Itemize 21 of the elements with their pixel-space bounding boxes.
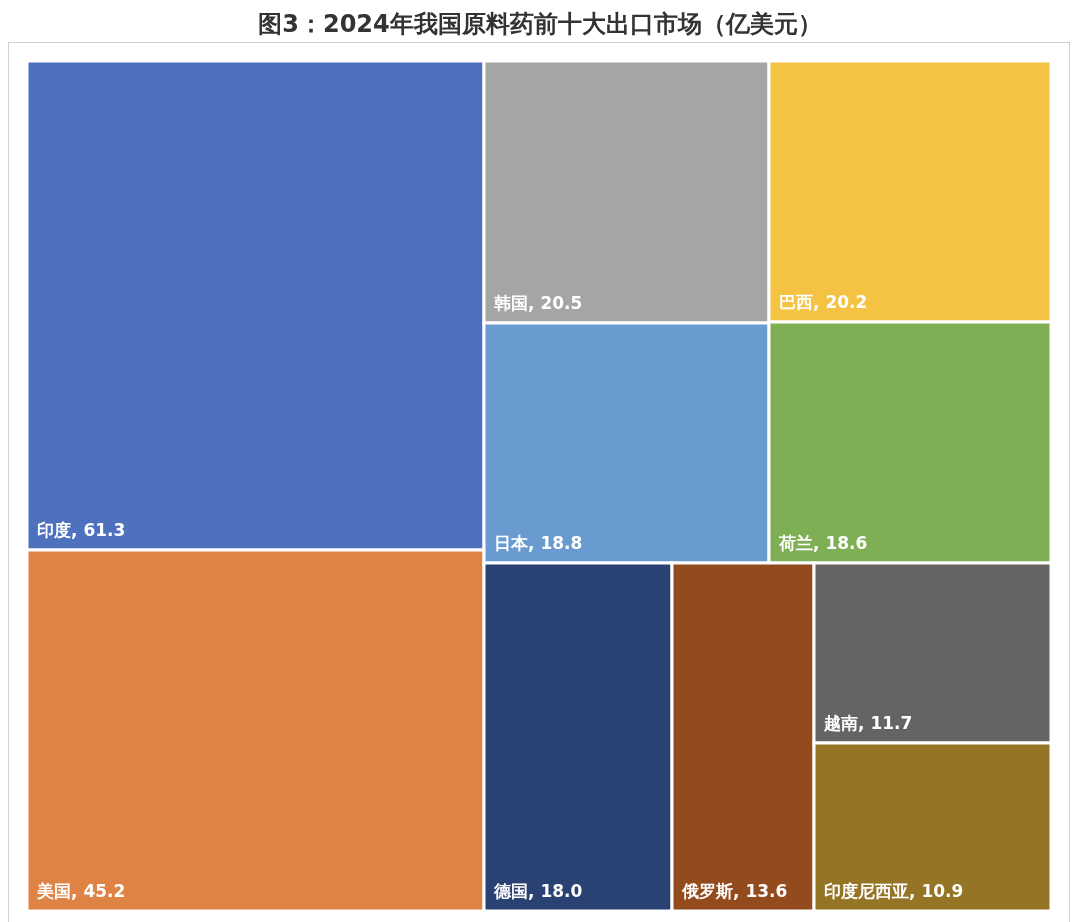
data-label: , 20.5 bbox=[528, 293, 583, 313]
data-label: , 13.6 bbox=[733, 881, 788, 901]
category-label: 印度尼西亚 bbox=[824, 881, 909, 901]
category-label: 德国 bbox=[493, 881, 528, 901]
data-label: , 10.9 bbox=[909, 881, 964, 901]
category-label: 韩国 bbox=[493, 293, 528, 313]
category-label: 俄罗斯 bbox=[681, 881, 733, 901]
data-label: , 20.2 bbox=[813, 292, 868, 312]
category-label: 巴西 bbox=[779, 292, 813, 312]
data-label: , 45.2 bbox=[71, 881, 126, 901]
category-label: 美国 bbox=[36, 881, 71, 901]
category-label: 越南 bbox=[823, 713, 858, 733]
category-label: 日本 bbox=[494, 533, 529, 553]
data-label: , 61.3 bbox=[71, 520, 126, 540]
category-label: 印度 bbox=[37, 520, 71, 540]
data-label: , 18.8 bbox=[528, 533, 583, 553]
data-label: , 18.0 bbox=[528, 881, 583, 901]
data-label: , 11.7 bbox=[858, 713, 913, 733]
category-label: 荷兰 bbox=[778, 533, 813, 553]
text: 图3：2024年我国原料药前十大出口市场（亿美元） bbox=[257, 9, 823, 40]
data-label: , 18.6 bbox=[813, 533, 868, 553]
